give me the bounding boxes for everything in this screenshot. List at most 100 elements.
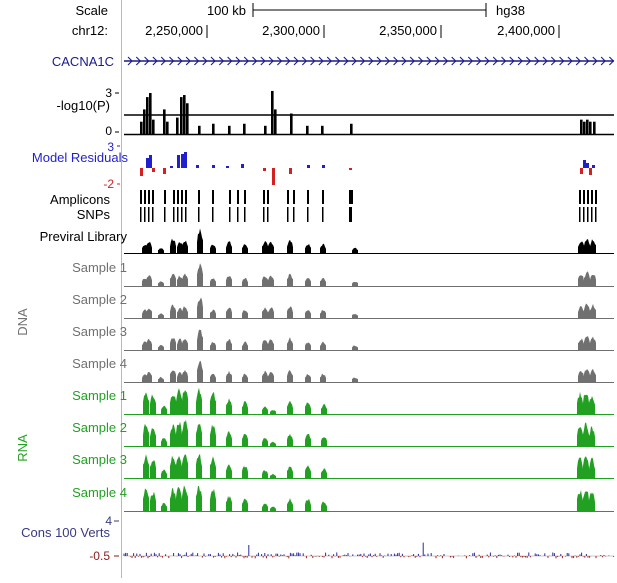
dna-sample2-peak (197, 297, 203, 318)
rna-sample4-peak (577, 490, 583, 511)
residuals-track[interactable] (140, 152, 595, 185)
dna-tracks[interactable] (124, 263, 614, 383)
rna-sample2-peak (161, 437, 167, 446)
strand-chevron (335, 56, 341, 66)
residual-bar-negative (263, 168, 266, 171)
snps-track[interactable] (140, 207, 597, 222)
strand-chevron (517, 56, 523, 66)
rna-sample4-peak (161, 502, 167, 511)
strand-chevron (177, 56, 183, 66)
rna-sample1-peak (210, 392, 216, 414)
rna-sample3-peak (583, 456, 589, 478)
strand-chevron (459, 56, 465, 66)
conservation-track[interactable] (123, 542, 615, 559)
rna-sample4-peak (270, 506, 276, 511)
dna-sample3-peak (305, 342, 311, 350)
pvalue-bar (593, 121, 596, 134)
amplicon-block (140, 190, 142, 204)
snp-tick (595, 207, 597, 222)
strand-chevron (360, 56, 366, 66)
pvalue-track-label[interactable]: -log10(P) (57, 98, 110, 113)
rna-sample2-peak (287, 433, 293, 446)
dna-sample3-peak (170, 337, 176, 350)
dna-sample1-peak (262, 276, 268, 286)
residuals-track-label[interactable]: Model Residuals (32, 150, 129, 165)
strand-chevron (509, 56, 515, 66)
pvalue-bar (186, 103, 189, 134)
dna-sample-label: Sample 1 (72, 260, 127, 275)
snp-tick (173, 207, 175, 222)
amplicons-track-label[interactable]: Amplicons (50, 192, 110, 207)
amplicon-block (579, 190, 581, 204)
snp-tick (144, 207, 146, 222)
rna-sample4-peak (150, 491, 156, 511)
snps-track-label[interactable]: SNPs (77, 207, 111, 222)
snp-tick (148, 207, 150, 222)
dna-sample4-peak (146, 372, 152, 382)
previral-library-track[interactable] (124, 228, 614, 254)
strand-chevron (426, 56, 432, 66)
strand-chevron (318, 56, 324, 66)
pvalue-bar (176, 117, 179, 134)
rna-sample3-peak (170, 455, 176, 478)
rna-sample3-peak (287, 466, 293, 478)
amplicon-block (587, 190, 589, 204)
pvalue-tick-top: 3 (105, 86, 112, 100)
strand-chevron (575, 56, 581, 66)
pvalue-bar (321, 125, 324, 134)
strand-chevron (169, 56, 175, 66)
rna-sample2-peak (262, 437, 268, 446)
strand-chevron (434, 56, 440, 66)
snp-tick (287, 207, 289, 222)
strand-chevron (609, 56, 615, 66)
dna-sample2-peak (320, 309, 326, 318)
dna-sample1-peak (352, 282, 358, 286)
pvalue-track[interactable] (124, 90, 614, 136)
dna-sample2-peak (182, 306, 188, 318)
previral-peak (352, 247, 358, 253)
pvalue-bar (198, 125, 201, 134)
snp-tick (164, 207, 166, 222)
previral-peak (584, 239, 590, 253)
dna-sample3-peak (262, 340, 268, 350)
dna-sample2-peak (177, 307, 183, 318)
rna-sample1-peak (226, 398, 232, 414)
pvalue-bar (146, 97, 149, 134)
dna-sample2-peak (578, 306, 584, 318)
strand-chevron (260, 56, 266, 66)
rna-sample2-peak (270, 441, 276, 446)
rna-sample3-peak (589, 457, 595, 478)
rna-sample2-peak (210, 424, 216, 446)
dna-sample1-peak (226, 275, 232, 286)
rna-sample1-peak (577, 391, 583, 414)
snp-tick (198, 207, 200, 222)
dna-sample2-peak (590, 303, 596, 318)
strand-chevron (185, 56, 191, 66)
amplicon-block (152, 190, 154, 204)
gene-name-label[interactable]: CACNA1C (52, 54, 114, 69)
gene-track[interactable] (124, 56, 615, 66)
dna-sample1-peak (170, 273, 176, 286)
dna-sample2-peak (210, 309, 216, 318)
cons-track-label[interactable]: Cons 100 Verts (21, 525, 110, 540)
rna-tracks[interactable] (124, 387, 614, 512)
previral-peak (590, 239, 596, 253)
snp-tick (293, 207, 295, 222)
rna-sample4-peak (210, 488, 216, 511)
strand-chevron (592, 56, 598, 66)
strand-chevron (401, 56, 407, 66)
strand-chevron (584, 56, 590, 66)
previral-track-label[interactable]: Previral Library (40, 229, 128, 244)
dna-sample3-peak (177, 338, 183, 350)
residual-bar-positive (583, 160, 586, 168)
dna-sample2-peak (146, 308, 152, 318)
rna-sample2-peak (196, 423, 202, 446)
residual-bar-negative (580, 168, 583, 174)
rna-sample3-peak (161, 469, 167, 478)
snp-tick (152, 207, 154, 222)
amplicons-track[interactable] (140, 190, 597, 204)
amplicon-block (185, 190, 187, 204)
previral-peak (320, 243, 326, 253)
previral-peak (226, 241, 232, 253)
pvalue-bar (290, 113, 293, 134)
